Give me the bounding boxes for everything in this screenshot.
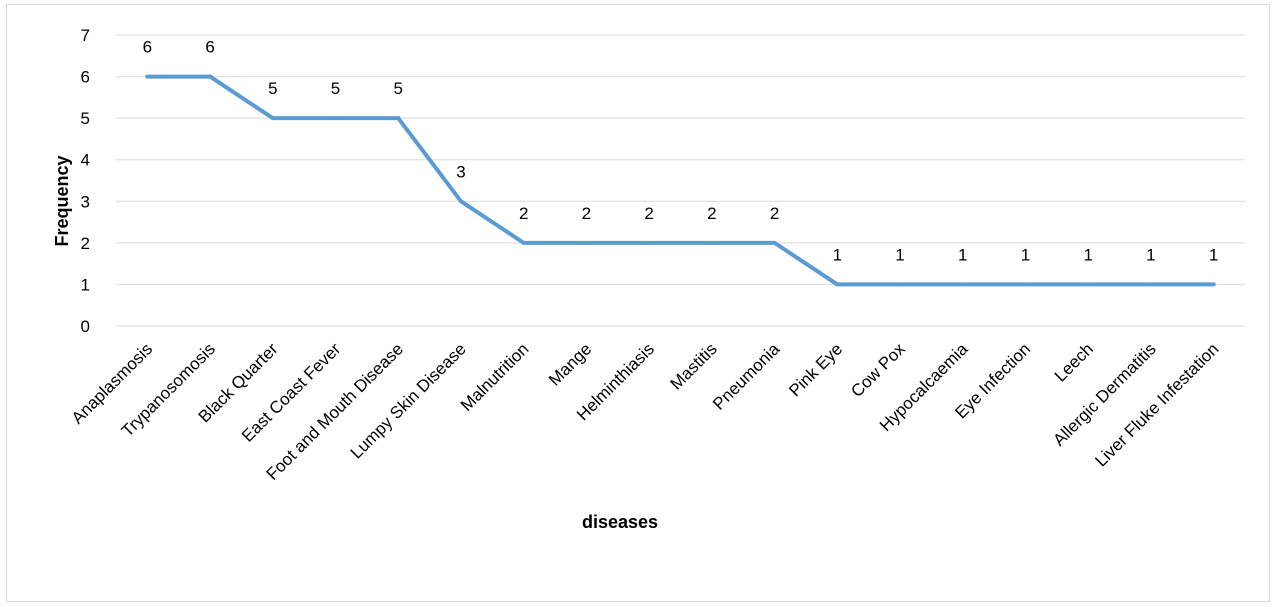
x-tick-label: Liver Fluke Infestation	[1091, 339, 1222, 470]
x-tick-label: Cow Pox	[847, 339, 909, 401]
data-label: 6	[205, 38, 214, 57]
y-tick-label: 0	[81, 317, 90, 336]
data-point	[271, 116, 275, 120]
x-tick-label: Lumpy Skin Disease	[347, 339, 470, 462]
data-point	[396, 116, 400, 120]
data-label: 5	[331, 79, 340, 98]
y-tick-label: 2	[81, 234, 90, 253]
x-tick-label: Mastitis	[667, 339, 721, 393]
data-point	[522, 241, 526, 245]
x-tick-label: Pneumonia	[709, 339, 784, 414]
data-label: 5	[394, 79, 403, 98]
data-point	[1212, 282, 1216, 286]
y-tick-label: 5	[81, 109, 90, 128]
data-label: 1	[1146, 245, 1155, 264]
data-labels: 6 6 5 5 5 3 2 2 2 2 2 1 1 1 1 1 1 1	[143, 38, 1219, 265]
data-point	[647, 241, 651, 245]
series-line	[147, 77, 1213, 285]
x-tick-label: Malnutrition	[457, 339, 533, 415]
data-label: 5	[268, 79, 277, 98]
data-label: 1	[895, 245, 904, 264]
data-point	[961, 282, 965, 286]
gridlines	[116, 35, 1245, 326]
data-label: 6	[143, 38, 152, 57]
data-label: 1	[1209, 245, 1218, 264]
x-tick-label: Pink Eye	[785, 339, 846, 400]
data-point	[1023, 282, 1027, 286]
data-point	[145, 75, 149, 79]
series-layer	[145, 75, 1215, 287]
data-label: 1	[1021, 245, 1030, 264]
data-label: 2	[644, 204, 653, 223]
y-tick-label: 1	[81, 275, 90, 294]
data-label: 1	[958, 245, 967, 264]
x-tick-label: Mange	[545, 339, 595, 389]
data-point	[208, 75, 212, 79]
data-label: 2	[770, 204, 779, 223]
y-tick-label: 4	[81, 151, 90, 170]
y-axis-title: Frequency	[52, 155, 72, 246]
data-point	[710, 241, 714, 245]
data-point	[773, 241, 777, 245]
y-tick-label: 6	[81, 68, 90, 87]
data-label: 2	[707, 204, 716, 223]
data-label: 2	[582, 204, 591, 223]
data-label: 1	[1083, 245, 1092, 264]
data-point	[1086, 282, 1090, 286]
data-point	[898, 282, 902, 286]
data-point	[584, 241, 588, 245]
data-point	[334, 116, 338, 120]
y-tick-label: 3	[81, 192, 90, 211]
data-label: 3	[456, 162, 465, 181]
y-tick-labels: 0 1 2 3 4 5 6 7	[81, 26, 90, 336]
data-point	[459, 199, 463, 203]
x-tick-label: Leech	[1051, 339, 1097, 385]
x-axis-title: diseases	[582, 512, 658, 532]
y-tick-label: 7	[81, 26, 90, 45]
data-point	[835, 282, 839, 286]
data-label: 1	[833, 245, 842, 264]
data-label: 2	[519, 204, 528, 223]
data-point	[1149, 282, 1153, 286]
